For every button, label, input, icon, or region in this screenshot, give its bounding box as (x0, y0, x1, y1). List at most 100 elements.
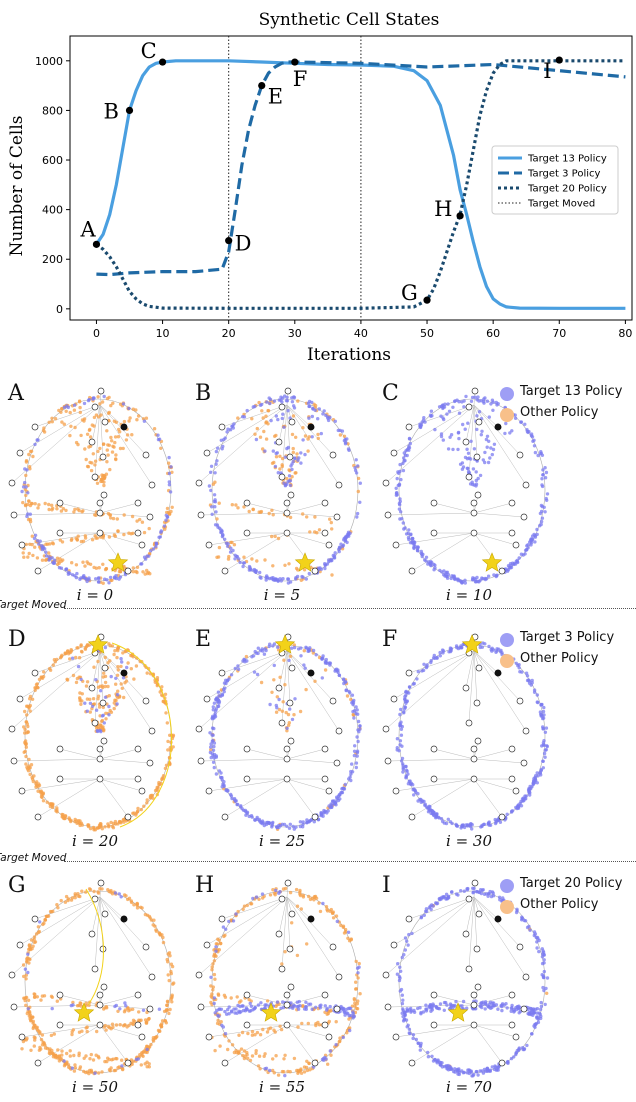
graph-node (508, 775, 516, 783)
graph-edge (34, 650, 101, 674)
cell-dot (169, 509, 173, 514)
cell-dot (78, 1001, 82, 1005)
cell-dot (63, 1062, 67, 1067)
cell-dot (230, 796, 234, 801)
cell-dot (28, 467, 32, 471)
cell-dot (236, 802, 240, 807)
target-star-icon (481, 552, 503, 572)
cell-dot (424, 1007, 428, 1011)
cell-dot (103, 567, 108, 572)
cell-dot (338, 433, 343, 437)
cell-dot (521, 553, 525, 557)
graph-node (470, 509, 478, 517)
cell-dot (127, 406, 131, 411)
cell-dot (325, 1008, 329, 1012)
cell-dot (494, 650, 498, 654)
cell-dot (500, 1004, 504, 1009)
cell-dot (466, 421, 470, 425)
cell-dot (527, 924, 531, 929)
cell-dot (408, 541, 413, 545)
cell-dot (287, 721, 291, 725)
cell-dot (33, 533, 38, 537)
cell-dot (518, 670, 522, 674)
cell-dot (488, 456, 492, 460)
graph-node (148, 481, 156, 489)
cell-dot (541, 468, 545, 472)
cell-dot (353, 709, 357, 713)
graph-node (462, 438, 470, 446)
cell-dot (274, 703, 278, 708)
graph-node (221, 567, 229, 575)
cell-dot (32, 935, 37, 939)
graph-node (142, 943, 150, 951)
cell-dot (20, 489, 24, 494)
cell-dot (214, 510, 218, 514)
cell-dot (399, 727, 404, 731)
cell-dot (31, 1026, 35, 1031)
cell-dot (105, 448, 110, 452)
cell-dot (454, 892, 459, 896)
legend-other-label: Other Policy (520, 651, 599, 666)
cell-dot (301, 438, 305, 442)
graph-node (275, 684, 283, 692)
cell-dot (212, 756, 216, 760)
cell-dot (314, 653, 318, 657)
cell-dot (33, 940, 38, 944)
cell-dot (76, 646, 80, 650)
cell-dot (280, 416, 284, 421)
cell-dot (254, 437, 259, 442)
graph-edge (224, 778, 288, 818)
annotation-letter: E (268, 85, 283, 109)
cell-dot (542, 958, 546, 962)
cell-dot (84, 457, 88, 462)
cell-dot (49, 1033, 54, 1038)
cell-dot (84, 684, 89, 688)
cell-dot (422, 416, 426, 420)
graph-edge (221, 896, 288, 920)
cell-dot (216, 1018, 220, 1023)
cell-dot (91, 1058, 96, 1062)
cell-dot (94, 678, 98, 682)
cell-dot (329, 805, 334, 809)
cell-dot (92, 415, 97, 420)
cell-dot (83, 447, 87, 451)
graph-edge (473, 1024, 503, 1064)
cell-dot (142, 530, 147, 535)
cell-dot (285, 726, 289, 730)
cell-dot (354, 980, 358, 984)
cell-dot (171, 745, 175, 749)
cell-dot (35, 995, 39, 999)
cell-dot (488, 889, 492, 894)
cell-dot (100, 400, 105, 404)
cell-dot (515, 1005, 519, 1009)
cell-dot (103, 825, 107, 829)
cell-dot (398, 989, 402, 993)
cell-dot (328, 517, 332, 521)
cell-dot (274, 888, 278, 893)
cell-dot (529, 432, 534, 436)
cell-dot (290, 646, 294, 650)
cell-dot (474, 580, 478, 584)
cell-dot (116, 435, 121, 439)
cell-dot (290, 400, 295, 404)
graph-edge (99, 896, 125, 920)
cell-dot (108, 513, 113, 517)
cell-dot (100, 827, 105, 831)
cell-dot (110, 1022, 115, 1026)
cell-dot (99, 413, 103, 417)
cell-dot (411, 682, 415, 686)
cell-dot (124, 1004, 128, 1008)
cell-dot (474, 470, 478, 474)
cell-dot (250, 417, 254, 421)
graph-node (205, 1033, 213, 1041)
graph-edge (99, 994, 139, 1006)
graph-edge (411, 532, 475, 572)
graph-edge (286, 778, 316, 818)
cell-dot (486, 460, 491, 465)
cell-dot (57, 566, 62, 570)
cell-dot (32, 774, 36, 778)
cell-dot (65, 678, 70, 682)
cell-dot (480, 645, 484, 649)
cell-dot (451, 447, 455, 452)
annotation-point (158, 58, 167, 66)
